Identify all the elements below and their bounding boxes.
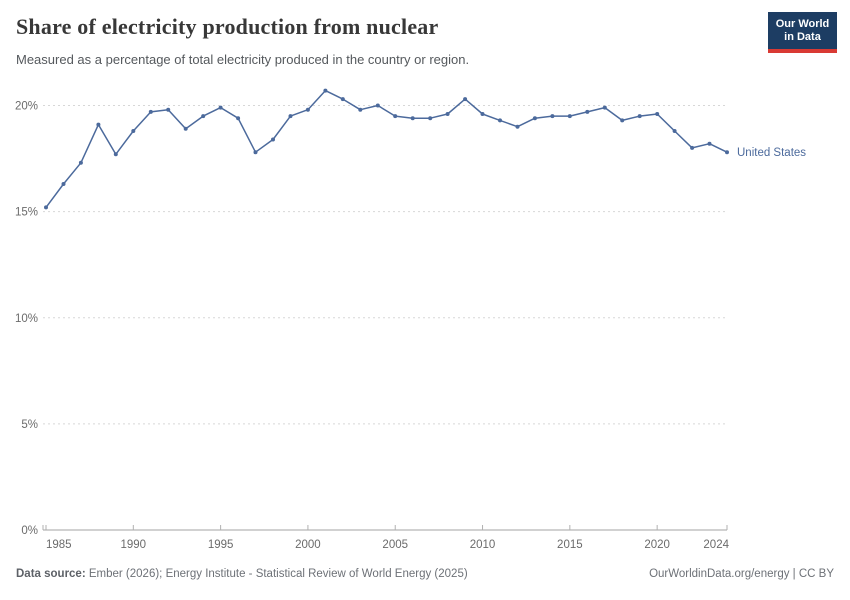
x-tick-label-1985: 1985 [46,539,72,551]
x-tick-label-2015: 2015 [557,539,583,551]
data-point-united-states-1997[interactable] [253,150,258,155]
data-point-united-states-1999[interactable] [288,114,293,119]
data-point-united-states-2016[interactable] [585,109,590,114]
data-point-united-states-1990[interactable] [131,129,136,133]
y-tick-label-15pct: 15% [15,207,38,219]
data-point-united-states-1995[interactable] [218,105,223,110]
data-point-united-states-1994[interactable] [201,114,206,119]
y-tick-label-20pct: 20% [15,101,38,113]
data-point-united-states-1989[interactable] [113,152,118,157]
data-point-united-states-2000[interactable] [305,107,310,112]
x-tick-label-1995: 1995 [208,539,234,551]
data-point-united-states-1993[interactable] [183,126,188,131]
x-tick-label-2000: 2000 [295,539,321,551]
data-point-united-states-2002[interactable] [340,97,345,102]
data-point-united-states-2003[interactable] [358,107,363,112]
y-tick-label-0pct: 0% [21,525,38,537]
data-source-text: Ember (2026); Energy Institute - Statist… [85,568,468,580]
data-point-united-states-2017[interactable] [602,105,607,110]
data-point-united-states-1987[interactable] [78,160,83,165]
owid-logo-accent-bar [768,49,837,53]
x-tick-label-2005: 2005 [382,539,408,551]
page-subtitle: Measured as a percentage of total electr… [16,52,470,67]
data-point-united-states-2008[interactable] [445,112,450,116]
data-point-united-states-1985[interactable] [44,205,48,210]
chart-footer: Data source: Ember (2026); Energy Instit… [16,568,834,580]
y-tick-label-10pct: 10% [15,313,38,325]
data-source-note: Data source: Ember (2026); Energy Instit… [16,568,468,580]
data-point-united-states-2018[interactable] [620,118,625,123]
data-point-united-states-2021[interactable] [672,129,677,133]
x-tick-label-1990: 1990 [121,539,147,551]
data-point-united-states-2020[interactable] [655,112,660,116]
data-point-united-states-2009[interactable] [463,97,468,102]
owid-logo-line2: in Data [784,30,821,43]
data-source-label: Data source: [16,568,86,580]
data-point-united-states-2015[interactable] [567,114,572,119]
data-point-united-states-2013[interactable] [532,116,537,121]
x-tick-label-2020: 2020 [644,539,670,551]
data-point-united-states-1996[interactable] [236,116,241,121]
data-point-united-states-1998[interactable] [271,137,275,142]
x-tick-label-2010: 2010 [470,539,496,551]
y-tick-label-5pct: 5% [21,419,38,431]
data-point-united-states-2004[interactable] [375,103,380,108]
line-series-united-states[interactable] [45,89,728,209]
data-point-united-states-2011[interactable] [498,118,502,123]
data-point-united-states-1988[interactable] [96,122,101,127]
data-point-united-states-2024[interactable] [725,150,729,155]
series-label-united-states[interactable]: United States [737,147,806,159]
data-point-united-states-2006[interactable] [410,116,415,121]
data-point-united-states-2019[interactable] [637,114,642,119]
data-point-united-states-2005[interactable] [393,114,398,119]
data-point-united-states-2010[interactable] [480,112,485,116]
data-point-united-states-2023[interactable] [707,141,712,146]
owid-logo-line1: Our World [775,17,830,30]
data-point-united-states-2022[interactable] [690,145,695,150]
data-point-united-states-2014[interactable] [550,114,555,119]
data-point-united-states-1991[interactable] [148,109,153,114]
data-point-united-states-1986[interactable] [61,182,66,186]
data-point-united-states-2001[interactable] [323,88,328,93]
x-tick-label-2024: 2024 [703,539,729,551]
data-point-united-states-2012[interactable] [515,124,520,129]
page-title: Share of electricity production from nuc… [16,14,439,39]
data-point-united-states-1992[interactable] [166,107,171,112]
data-point-united-states-2007[interactable] [428,116,433,121]
owid-logo[interactable]: Our World in Data [768,12,837,53]
rights-link[interactable]: OurWorldinData.org/energy | CC BY [649,568,834,580]
